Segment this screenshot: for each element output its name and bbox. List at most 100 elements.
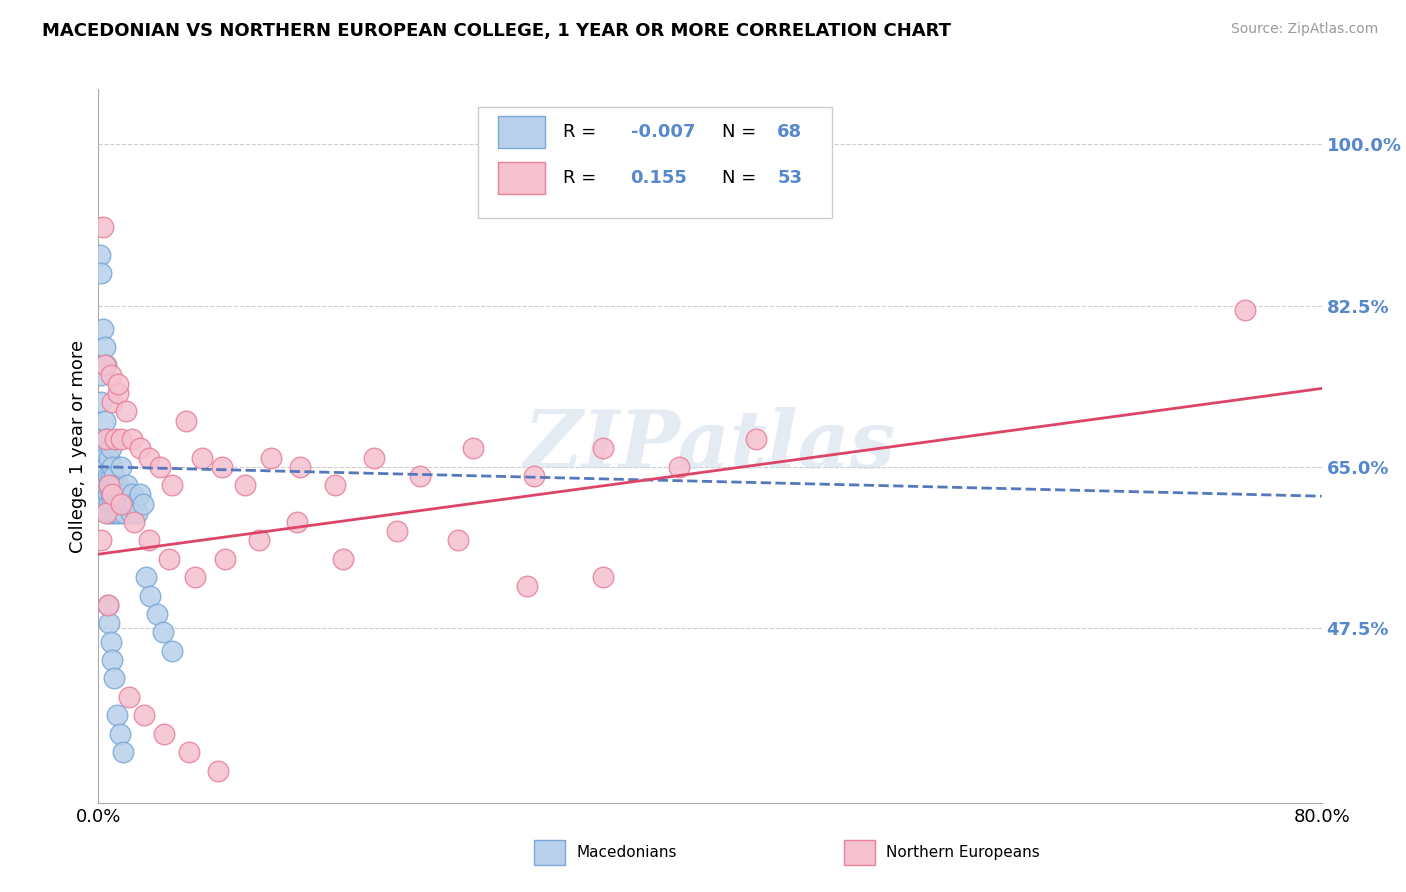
Point: [104, 432, 127, 446]
Point: [97, 598, 120, 612]
Point: [115, 404, 138, 418]
Point: [101, 395, 124, 409]
Point: [290, 459, 312, 474]
Point: [516, 579, 538, 593]
Point: [408, 469, 430, 483]
Point: [110, 487, 132, 501]
Y-axis label: College, 1 year or more: College, 1 year or more: [69, 340, 87, 552]
Point: [247, 533, 270, 548]
Point: [121, 432, 143, 446]
Point: [94, 359, 117, 373]
Point: [91, 469, 114, 483]
Text: R =: R =: [564, 169, 602, 187]
Point: [233, 478, 256, 492]
Point: [138, 450, 160, 465]
Point: [101, 478, 124, 492]
Point: [117, 478, 139, 492]
Point: [139, 589, 162, 603]
Point: [104, 497, 127, 511]
Point: [363, 450, 385, 465]
Text: 53: 53: [778, 169, 803, 187]
Point: [152, 625, 174, 640]
Point: [100, 487, 122, 501]
Point: [103, 672, 125, 686]
Point: [107, 478, 129, 492]
Point: [100, 442, 122, 456]
Point: [100, 506, 122, 520]
Point: [285, 515, 308, 529]
Point: [93, 340, 115, 354]
Point: [128, 442, 150, 456]
Point: [157, 551, 180, 566]
Point: [94, 478, 117, 492]
Point: [385, 524, 408, 538]
Point: [107, 386, 129, 401]
Text: Macedonians: Macedonians: [576, 846, 676, 860]
Point: [94, 506, 117, 520]
Point: [153, 727, 176, 741]
Point: [112, 506, 135, 520]
Point: [100, 634, 122, 648]
Point: [89, 459, 111, 474]
Text: MACEDONIAN VS NORTHERN EUROPEAN COLLEGE, 1 YEAR OR MORE CORRELATION CHART: MACEDONIAN VS NORTHERN EUROPEAN COLLEGE,…: [42, 22, 952, 40]
Point: [101, 653, 124, 667]
Point: [90, 533, 112, 548]
Point: [177, 745, 200, 759]
Point: [103, 469, 125, 483]
Point: [98, 478, 121, 492]
Point: [122, 515, 145, 529]
FancyBboxPatch shape: [478, 107, 832, 218]
Point: [592, 570, 614, 584]
Point: [745, 432, 768, 446]
Point: [101, 487, 124, 501]
Point: [98, 497, 121, 511]
Point: [90, 395, 112, 409]
Point: [105, 506, 128, 520]
Point: [97, 506, 120, 520]
Point: [93, 478, 115, 492]
Point: [100, 368, 122, 382]
Point: [110, 497, 132, 511]
Point: [91, 220, 114, 235]
Point: [94, 432, 117, 446]
Point: [90, 266, 112, 280]
Point: [160, 478, 183, 492]
Point: [592, 442, 614, 456]
Text: 0.155: 0.155: [630, 169, 688, 187]
Point: [118, 497, 141, 511]
Point: [523, 469, 546, 483]
Point: [332, 551, 354, 566]
Point: [108, 506, 131, 520]
Point: [260, 450, 283, 465]
Point: [103, 506, 125, 520]
Point: [91, 487, 114, 501]
Point: [89, 248, 111, 262]
Point: [120, 506, 142, 520]
Point: [191, 450, 214, 465]
Point: [132, 497, 155, 511]
Point: [89, 432, 111, 446]
Text: N =: N =: [723, 123, 762, 141]
Text: -0.007: -0.007: [630, 123, 695, 141]
Point: [134, 708, 156, 723]
Point: [94, 432, 117, 446]
Point: [93, 414, 115, 428]
Point: [118, 690, 141, 704]
Point: [184, 570, 207, 584]
Text: R =: R =: [564, 123, 602, 141]
Point: [97, 487, 120, 501]
Point: [108, 727, 131, 741]
Text: N =: N =: [723, 169, 762, 187]
Point: [461, 442, 484, 456]
Point: [325, 478, 347, 492]
Point: [97, 469, 120, 483]
Point: [98, 616, 121, 631]
FancyBboxPatch shape: [498, 162, 546, 194]
Point: [91, 442, 114, 456]
Text: Source: ZipAtlas.com: Source: ZipAtlas.com: [1230, 22, 1378, 37]
Text: ZIPatlas: ZIPatlas: [524, 408, 896, 484]
FancyBboxPatch shape: [498, 116, 546, 148]
Point: [98, 478, 121, 492]
Point: [135, 570, 157, 584]
Point: [94, 497, 117, 511]
